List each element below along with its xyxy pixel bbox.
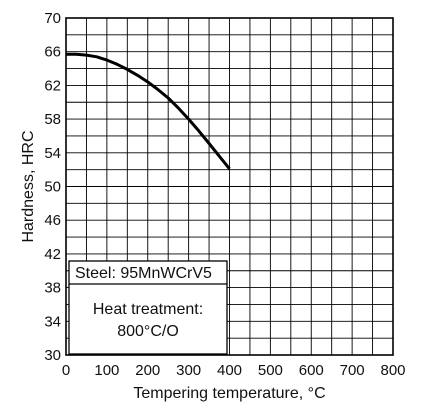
y-tick-label: 34 <box>44 313 61 330</box>
annotation-box: Steel: 95MnWCrV5 Heat treatment: 800°C/O <box>68 260 228 355</box>
x-tick-label: 700 <box>340 362 365 379</box>
y-tick-label: 30 <box>44 347 61 364</box>
y-tick-label: 66 <box>44 44 61 61</box>
y-tick-labels: 30 34 38 42 46 50 54 58 62 66 70 <box>44 10 61 364</box>
annotation-heat-treatment-title: Heat treatment: <box>93 301 203 318</box>
series-line <box>66 52 231 170</box>
x-tick-label: 800 <box>380 362 405 379</box>
y-axis-title: Hardness, HRC <box>20 130 37 242</box>
y-tick-label: 46 <box>44 212 61 229</box>
x-tick-label: 600 <box>299 362 324 379</box>
y-tick-label: 50 <box>44 179 61 196</box>
series-layer <box>66 52 231 170</box>
plot-frame <box>65 17 394 356</box>
x-tick-label: 0 <box>62 362 70 379</box>
x-axis-title: Tempering temperature, °C <box>133 385 325 402</box>
y-tick-label: 54 <box>44 145 61 162</box>
y-tick-label: 62 <box>44 77 61 94</box>
annotation-steel: Steel: 95MnWCrV5 <box>75 265 212 282</box>
x-tick-labels: 0 100 200 300 400 500 600 700 800 <box>62 362 406 379</box>
x-tick-label: 300 <box>176 362 201 379</box>
x-tick-label: 500 <box>258 362 283 379</box>
y-tick-label: 38 <box>44 280 61 297</box>
y-tick-label: 70 <box>44 10 61 27</box>
y-tick-label: 42 <box>44 246 61 263</box>
grid <box>66 18 393 355</box>
x-tick-label: 100 <box>94 362 119 379</box>
y-tick-label: 58 <box>44 111 61 128</box>
x-tick-label: 400 <box>217 362 242 379</box>
x-tick-label: 200 <box>135 362 160 379</box>
annotation-heat-treatment-value: 800°C/O <box>117 323 179 340</box>
